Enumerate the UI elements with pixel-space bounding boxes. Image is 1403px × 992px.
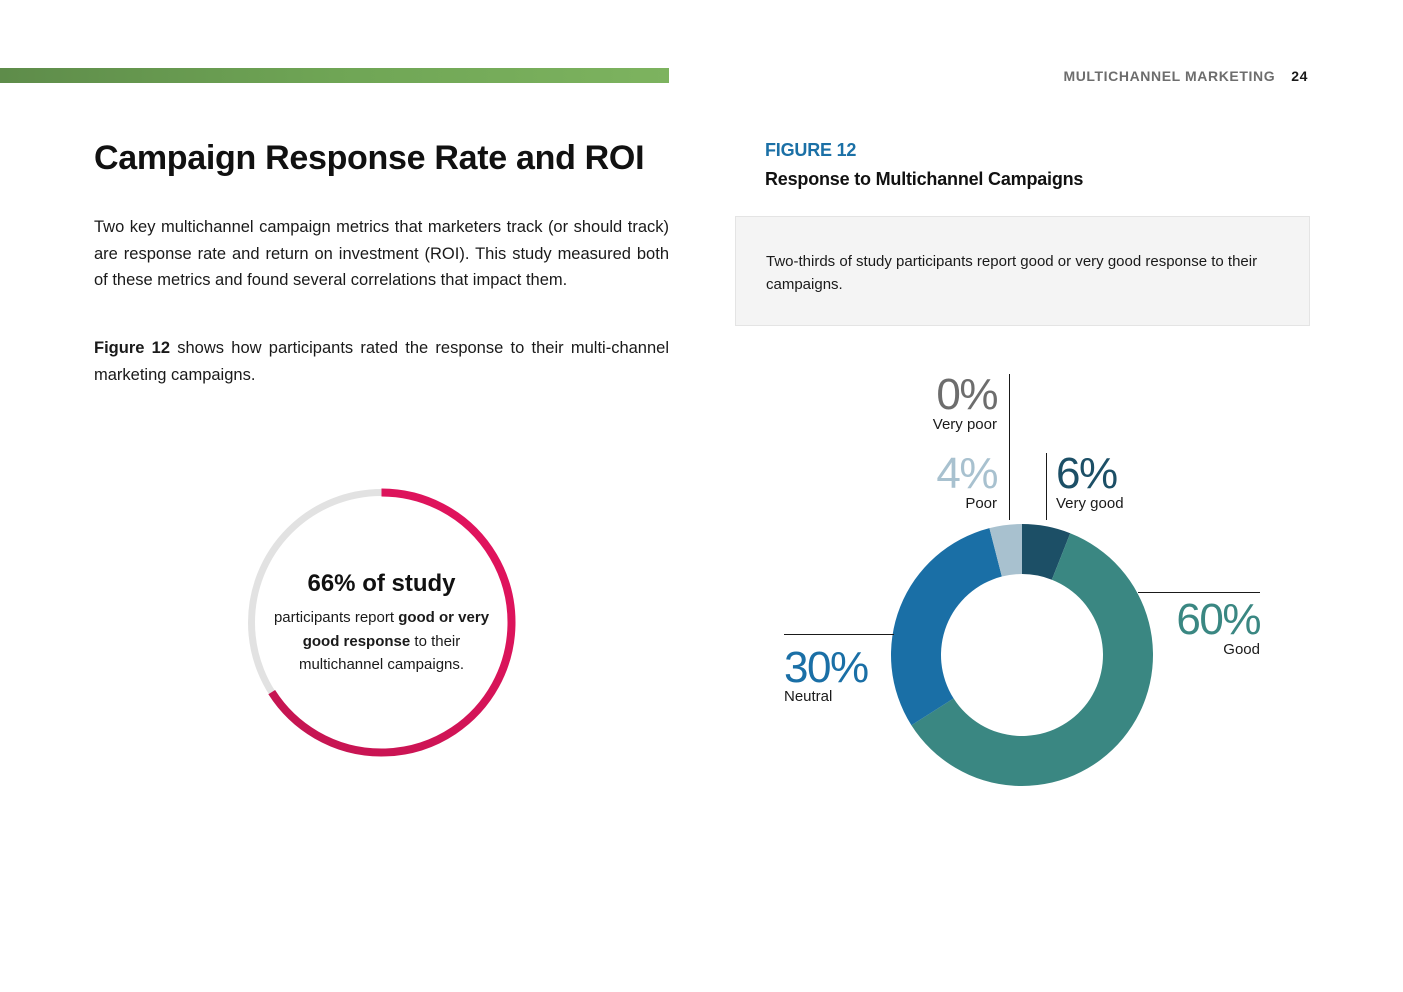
figure-reference-paragraph: Figure 12 shows how participants rated t… — [94, 335, 669, 388]
pct-label-good: 60% — [1176, 595, 1261, 644]
page-title: Campaign Response Rate and ROI — [94, 139, 645, 177]
donut-slice-neutral — [891, 528, 1002, 726]
pct-label-very-good: 6% — [1056, 449, 1118, 498]
highlight-ring: 66% of study participants report good or… — [244, 485, 519, 760]
ring-text-post: to their multichannel campaigns. — [298, 632, 465, 674]
running-head: MULTICHANNEL MARKETING 24 — [1063, 68, 1308, 84]
header-accent-bar — [0, 68, 669, 83]
section-title: MULTICHANNEL MARKETING — [1063, 68, 1276, 84]
category-label-very-poor: Very poor — [932, 416, 997, 433]
figure-title: Response to Multichannel Campaigns — [765, 169, 1084, 189]
donut-slice-very-good — [1022, 524, 1071, 580]
pct-label-poor: 4% — [936, 449, 998, 498]
figure-reference: Figure 12 — [94, 339, 171, 357]
figure-label: FIGURE 12 — [765, 140, 857, 160]
figure-callout: Two-thirds of study participants report … — [735, 216, 1310, 326]
pct-label-very-poor: 0% — [936, 370, 998, 419]
intro-paragraph: Two key multichannel campaign metrics th… — [94, 218, 669, 289]
ring-text-bold: good or very good response — [302, 609, 490, 650]
progress-ring — [248, 488, 516, 757]
figure-reference-text: shows how participants rated the respons… — [94, 339, 669, 384]
ring-text-pre: participants report — [273, 609, 399, 626]
page-number: 24 — [1291, 68, 1308, 84]
donut-slice-poor — [989, 524, 1022, 577]
category-label-good: Good — [1223, 641, 1260, 658]
pct-label-neutral: 30% — [784, 643, 869, 692]
ring-headline: 66% of study — [307, 570, 456, 597]
ring-fill — [268, 488, 516, 757]
ring-description: participants report good or very good re… — [272, 606, 491, 677]
category-label-very-good: Very good — [1056, 495, 1124, 512]
category-label-neutral: Neutral — [784, 688, 833, 705]
donut-slice-good — [911, 533, 1154, 786]
category-label-poor: Poor — [965, 495, 997, 512]
